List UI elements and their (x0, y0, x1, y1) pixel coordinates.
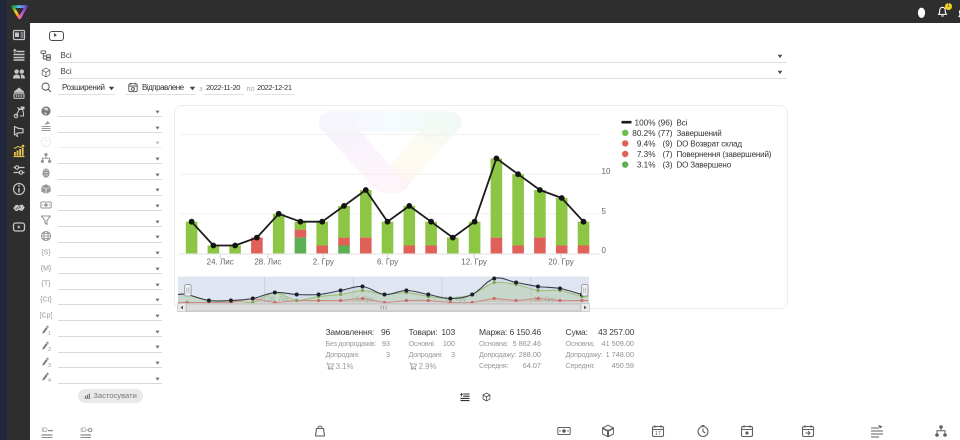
svg-text:18. Гру: 18. Гру (533, 296, 555, 303)
svg-text:4: 4 (47, 379, 50, 384)
svg-text:DO Возврат склад: DO Возврат склад (677, 140, 743, 149)
svg-text:5: 5 (602, 207, 607, 216)
svg-text:28. Лис: 28. Лис (254, 258, 281, 267)
svg-text:28. Лис: 28. Лис (267, 296, 291, 303)
svg-text:ID: ID (80, 427, 87, 434)
svg-text:2: 2 (47, 347, 50, 352)
svg-text:0: 0 (602, 246, 607, 255)
svg-text:{Cp}: {Cp} (40, 312, 52, 319)
svg-text:{T}: {T} (41, 281, 51, 288)
svg-text:1: 1 (47, 331, 50, 336)
svg-text:80.2%: 80.2% (632, 129, 655, 138)
svg-text:10: 10 (602, 167, 611, 176)
svg-text:17: 17 (655, 431, 661, 437)
svg-text:(96): (96) (658, 118, 673, 127)
svg-text:ID: ID (41, 427, 48, 434)
svg-text:Всі: Всі (677, 118, 688, 127)
svg-text:12. Гру: 12. Гру (461, 258, 487, 267)
svg-text:(9): (9) (662, 140, 672, 149)
svg-text:9.4%: 9.4% (637, 140, 656, 149)
svg-text:(3): (3) (662, 161, 672, 170)
svg-text:100%: 100% (635, 118, 656, 127)
svg-text:Повернення (завершений): Повернення (завершений) (677, 150, 772, 159)
svg-text:24. Лис: 24. Лис (207, 258, 234, 267)
svg-text:DO Завершено: DO Завершено (677, 161, 732, 170)
svg-text:7.3%: 7.3% (637, 150, 656, 159)
svg-text:{S}: {S} (41, 249, 51, 256)
svg-text:(77): (77) (658, 129, 673, 138)
svg-text:12. Гру: 12. Гру (445, 296, 467, 303)
svg-text:5. Гру: 5. Гру (356, 296, 375, 303)
svg-text:2. Гру: 2. Гру (313, 258, 334, 267)
svg-text:3: 3 (47, 363, 50, 368)
svg-text:{M}: {M} (40, 265, 51, 272)
svg-text:{Ct}: {Ct} (40, 296, 52, 303)
svg-text:20. Гру: 20. Гру (548, 258, 574, 267)
svg-text:(7): (7) (662, 150, 672, 159)
svg-text:?: ? (44, 139, 48, 146)
svg-text:6. Гру: 6. Гру (377, 258, 398, 267)
svg-text:3.1%: 3.1% (637, 161, 656, 170)
svg-text:Завершений: Завершений (677, 129, 722, 138)
